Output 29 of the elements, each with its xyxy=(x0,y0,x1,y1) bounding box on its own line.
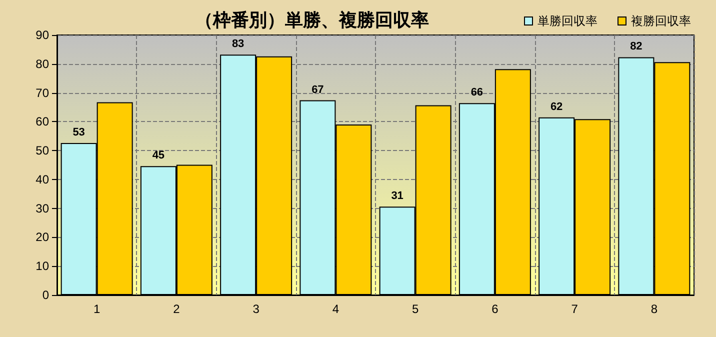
data-label: 83 xyxy=(232,38,244,50)
x-tick-label: 6 xyxy=(492,302,499,316)
y-tick-label: 0 xyxy=(42,288,50,302)
legend-label: 単勝回収率 xyxy=(538,14,598,28)
x-tick-label: 7 xyxy=(571,302,578,316)
data-label: 53 xyxy=(72,126,85,139)
y-tick-label: 10 xyxy=(36,259,50,274)
x-tick-label: 3 xyxy=(252,302,260,316)
x-tick-label: 8 xyxy=(650,302,658,316)
x-tick-label: 4 xyxy=(332,302,340,316)
y-tick-label: 20 xyxy=(36,230,50,244)
y-tick-label: 80 xyxy=(36,56,50,71)
y-tick-label: 90 xyxy=(36,28,50,42)
data-label: 66 xyxy=(470,86,484,99)
y-tick-label: 50 xyxy=(36,144,50,158)
data-label: 82 xyxy=(630,40,642,53)
data-label: 62 xyxy=(550,100,563,113)
x-tick-label: 5 xyxy=(412,302,419,316)
x-tick-label: 2 xyxy=(173,302,180,316)
y-tick-label: 70 xyxy=(36,86,50,100)
y-tick-label: 60 xyxy=(36,114,50,129)
data-label: 67 xyxy=(312,84,324,96)
x-tick-label: 1 xyxy=(93,302,100,316)
y-tick-label: 40 xyxy=(36,172,50,186)
data-label: 31 xyxy=(391,190,404,202)
legend-label: 複勝回収率 xyxy=(631,14,691,28)
data-label: 45 xyxy=(152,150,165,162)
y-tick-label: 30 xyxy=(36,201,50,216)
chart-title: （枠番別）単勝、複勝回収率 xyxy=(195,10,429,30)
